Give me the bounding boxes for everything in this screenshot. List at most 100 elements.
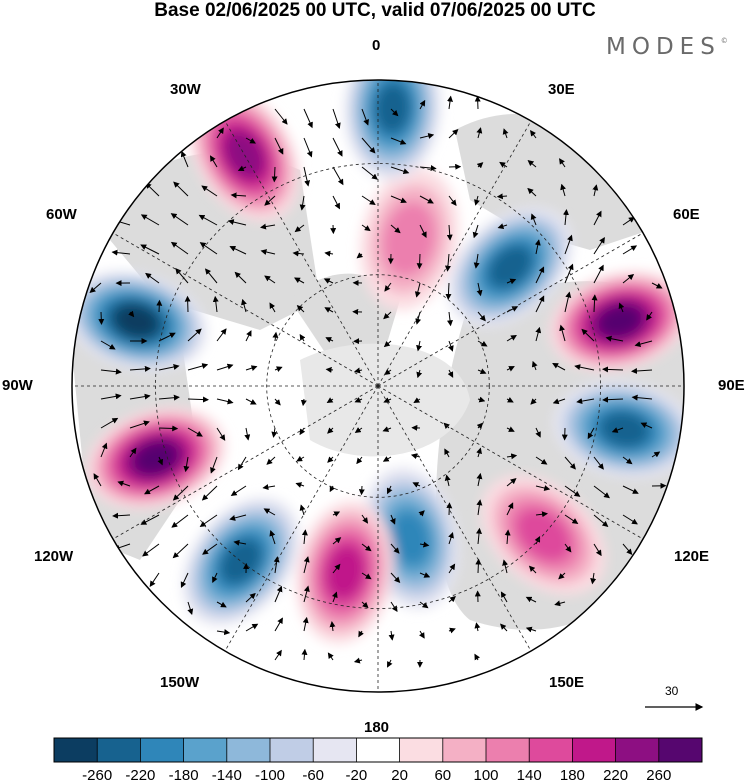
wind-vector: [383, 397, 392, 403]
wind-vector: [210, 456, 218, 474]
wind-vector: [332, 563, 341, 574]
wind-vector: [415, 311, 422, 325]
wind-vector: [602, 366, 624, 373]
wind-vector: [158, 425, 179, 432]
wind-vector: [273, 556, 280, 574]
wind-vector: [187, 396, 209, 403]
wind-vector: [506, 397, 514, 403]
wind-vector: [416, 369, 423, 379]
wind-vector: [361, 601, 369, 609]
meridian-line: [112, 232, 379, 387]
wind-vector: [390, 108, 399, 117]
wind-vector: [564, 456, 576, 470]
wind-vector: [640, 422, 653, 429]
wind-vector: [593, 514, 609, 528]
wind-vector: [390, 166, 410, 175]
wind-vector: [390, 543, 400, 554]
colorbar-tick-label: 220: [603, 767, 628, 783]
wind-vector: [332, 537, 342, 545]
wind-vector: [183, 456, 190, 473]
wind-vector: [216, 127, 224, 139]
wind-vector: [525, 596, 537, 603]
wind-vector: [593, 543, 602, 557]
wind-vector: [128, 310, 135, 318]
lon-label-150w: 150W: [160, 674, 200, 691]
wind-vector: [559, 158, 566, 168]
colorbar-swatch: [97, 738, 141, 762]
wind-vector: [605, 335, 624, 342]
wind-vector: [361, 224, 371, 232]
wind-vector: [593, 237, 605, 255]
meridian-line: [377, 385, 644, 540]
anomaly-center: [447, 206, 573, 327]
wind-vector: [587, 427, 595, 440]
lon-label-60w: 60W: [46, 206, 77, 223]
wind-vector: [504, 529, 511, 545]
wind-vector: [172, 485, 189, 501]
wind-vector: [419, 195, 434, 204]
wind-vector: [413, 397, 421, 404]
wind-vector: [263, 508, 276, 516]
wind-vector: [353, 657, 363, 664]
colorbar-swatch: [615, 738, 660, 762]
wind-vector: [216, 629, 231, 636]
colorbar-tick-label: -220: [125, 767, 155, 783]
wind-vector: [199, 242, 218, 255]
wind-vector: [534, 239, 541, 255]
wind-vector: [472, 224, 479, 239]
wind-vector: [390, 224, 401, 234]
wind-vector: [180, 572, 189, 589]
wind-vector: [559, 324, 566, 342]
wind-vector: [172, 543, 189, 559]
wind-vector: [552, 398, 566, 405]
wind-vector: [227, 219, 247, 226]
wind-vector: [602, 396, 624, 403]
colorbar-swatch: [226, 738, 271, 762]
wind-vector: [448, 531, 454, 545]
map-boundary: [71, 79, 685, 693]
lon-label-60e: 60E: [673, 206, 700, 223]
wind-vector: [187, 328, 202, 342]
wind-vector: [390, 137, 407, 145]
wind-vector: [244, 427, 251, 441]
wind-vector: [245, 137, 256, 144]
wind-vector: [361, 108, 369, 126]
wind-vector: [170, 213, 189, 226]
wind-vector: [622, 456, 633, 465]
wind-vector: [237, 165, 247, 172]
wind-vector: [327, 427, 334, 434]
meridian-line: [377, 232, 644, 387]
colorbar-swatch: [658, 738, 703, 762]
wind-vector: [260, 223, 276, 230]
wind-vector: [414, 282, 421, 298]
wind-vector: [303, 166, 311, 187]
wind-vector: [525, 626, 537, 633]
wind-vector: [140, 244, 160, 255]
wind-vector: [564, 543, 572, 553]
wind-vector: [554, 600, 566, 607]
wind-vector: [266, 456, 276, 465]
wind-vector: [448, 195, 457, 206]
colorbar-swatch: [313, 738, 357, 762]
wind-vector: [383, 311, 392, 320]
wind-vector: [611, 427, 624, 433]
wind-vector: [474, 195, 480, 206]
wind-vector: [112, 512, 131, 519]
wind-vector: [212, 295, 219, 313]
wind-vector: [356, 456, 363, 465]
wind-vector: [326, 397, 334, 404]
wind-vector: [476, 447, 482, 458]
wind-vector: [175, 268, 189, 284]
wind-vector: [419, 165, 437, 172]
wind-vector: [447, 95, 453, 110]
wind-vector: [593, 485, 610, 499]
wind-vector: [144, 485, 160, 495]
anomaly-center: [553, 380, 684, 479]
wind-vector: [445, 282, 452, 300]
wind-vector: [187, 601, 194, 615]
lon-label-90e: 90E: [718, 377, 745, 394]
wind-vector: [527, 187, 537, 197]
wind-vector: [631, 367, 653, 374]
wind-vector: [237, 456, 247, 471]
wind-vector: [274, 366, 283, 372]
